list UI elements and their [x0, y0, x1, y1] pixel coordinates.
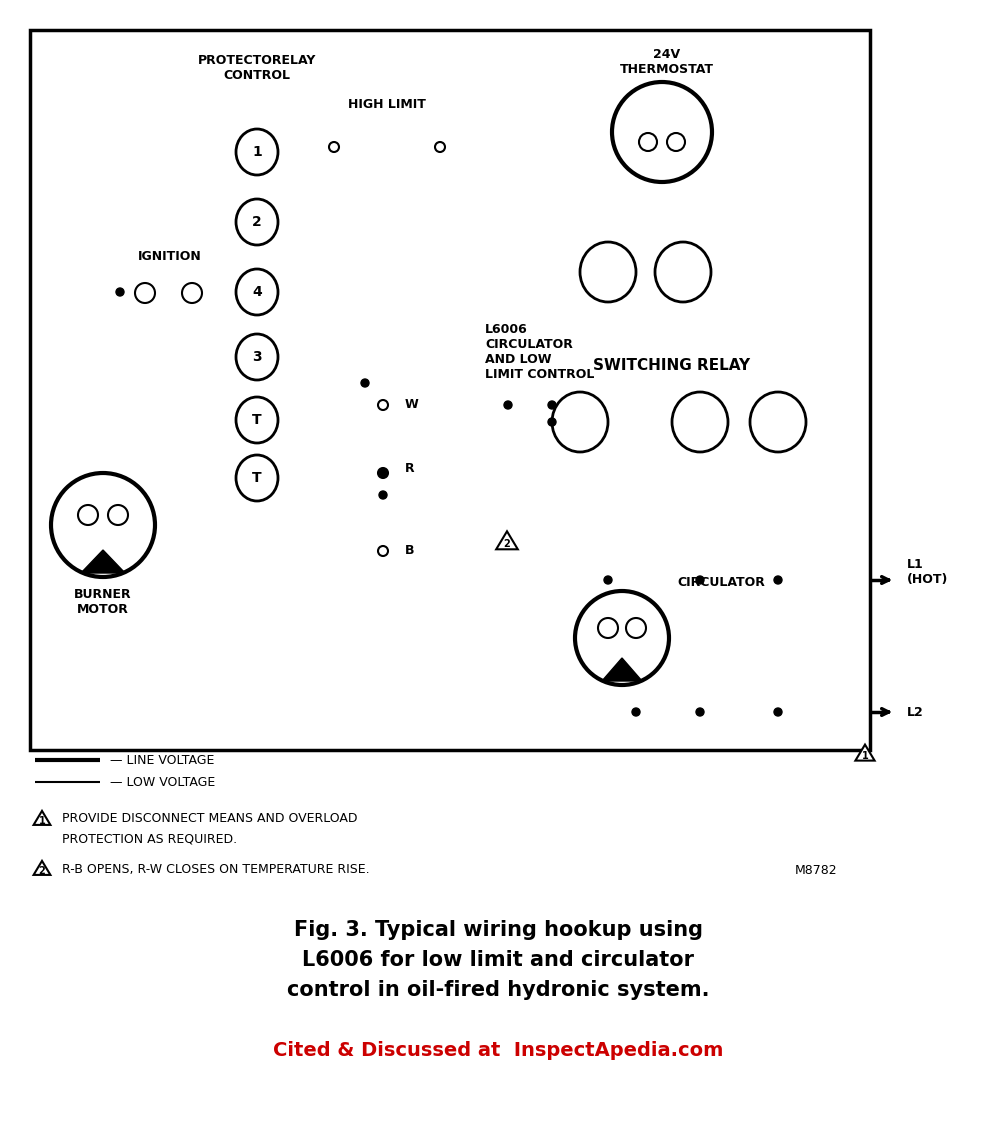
- Ellipse shape: [236, 455, 278, 501]
- Circle shape: [575, 591, 669, 685]
- Text: — LOW VOLTAGE: — LOW VOLTAGE: [110, 776, 215, 788]
- Text: 3: 3: [252, 350, 262, 364]
- Polygon shape: [34, 861, 51, 874]
- Circle shape: [329, 142, 339, 152]
- Ellipse shape: [236, 199, 278, 245]
- Circle shape: [378, 545, 388, 556]
- Text: IGNITION: IGNITION: [138, 251, 202, 264]
- Text: L2: L2: [907, 706, 923, 719]
- Circle shape: [639, 133, 657, 151]
- Ellipse shape: [236, 269, 278, 315]
- Text: — LINE VOLTAGE: — LINE VOLTAGE: [110, 754, 214, 767]
- Bar: [508, 193, 836, 500]
- Text: R-B OPENS, R-W CLOSES ON TEMPERATURE RISE.: R-B OPENS, R-W CLOSES ON TEMPERATURE RIS…: [62, 863, 370, 877]
- Polygon shape: [34, 811, 51, 825]
- Text: 4: 4: [252, 285, 262, 299]
- Circle shape: [182, 283, 202, 303]
- Circle shape: [696, 708, 704, 716]
- Ellipse shape: [655, 242, 711, 303]
- Circle shape: [632, 708, 640, 716]
- Text: BURNER
MOTOR: BURNER MOTOR: [74, 588, 131, 617]
- Text: L6006 for low limit and circulator: L6006 for low limit and circulator: [302, 950, 694, 970]
- Circle shape: [361, 379, 369, 387]
- Text: 24V
THERMOSTAT: 24V THERMOSTAT: [620, 48, 714, 76]
- Ellipse shape: [580, 242, 636, 303]
- Polygon shape: [496, 532, 518, 549]
- Text: 2: 2: [504, 539, 510, 549]
- Circle shape: [774, 576, 782, 584]
- Text: 2: 2: [252, 215, 262, 229]
- Circle shape: [696, 576, 704, 584]
- Ellipse shape: [236, 129, 278, 175]
- Bar: [228, 100, 286, 565]
- Text: HIGH LIMIT: HIGH LIMIT: [348, 97, 426, 110]
- Bar: [30, 30, 870, 749]
- Bar: [318, 118, 456, 176]
- Text: 1: 1: [39, 816, 46, 826]
- Circle shape: [612, 83, 712, 182]
- Circle shape: [626, 618, 646, 638]
- Circle shape: [51, 473, 155, 576]
- Text: W: W: [405, 399, 418, 411]
- Circle shape: [378, 400, 388, 410]
- Circle shape: [78, 505, 98, 525]
- Text: T: T: [252, 471, 262, 485]
- Text: PROTECTORELAY
CONTROL: PROTECTORELAY CONTROL: [198, 54, 316, 83]
- Circle shape: [435, 142, 445, 152]
- Circle shape: [379, 490, 387, 499]
- Ellipse shape: [236, 397, 278, 444]
- Bar: [120, 270, 220, 316]
- Text: 2: 2: [39, 865, 46, 876]
- Text: M8782: M8782: [795, 863, 838, 877]
- Circle shape: [548, 401, 556, 409]
- Text: R: R: [405, 462, 414, 474]
- Circle shape: [379, 469, 387, 477]
- Text: 1: 1: [862, 751, 869, 761]
- Ellipse shape: [750, 392, 806, 452]
- Text: B: B: [405, 544, 414, 557]
- Text: L6006
CIRCULATOR
AND LOW
LIMIT CONTROL: L6006 CIRCULATOR AND LOW LIMIT CONTROL: [485, 323, 595, 380]
- Ellipse shape: [236, 333, 278, 380]
- Text: PROTECTION AS REQUIRED.: PROTECTION AS REQUIRED.: [62, 832, 237, 845]
- Polygon shape: [602, 658, 642, 681]
- Circle shape: [604, 576, 612, 584]
- Circle shape: [774, 708, 782, 716]
- Text: Fig. 3. Typical wiring hookup using: Fig. 3. Typical wiring hookup using: [294, 920, 702, 940]
- Ellipse shape: [672, 392, 728, 452]
- Polygon shape: [81, 550, 125, 573]
- Text: SWITCHING RELAY: SWITCHING RELAY: [594, 359, 751, 374]
- Circle shape: [504, 401, 512, 409]
- Circle shape: [116, 288, 124, 296]
- Text: Cited & Discussed at  InspectApedia.com: Cited & Discussed at InspectApedia.com: [273, 1041, 723, 1060]
- Text: PROVIDE DISCONNECT MEANS AND OVERLOAD: PROVIDE DISCONNECT MEANS AND OVERLOAD: [62, 813, 358, 825]
- Text: CIRCULATOR: CIRCULATOR: [677, 576, 765, 589]
- Text: control in oil-fired hydronic system.: control in oil-fired hydronic system.: [287, 980, 709, 1000]
- Bar: [365, 383, 477, 573]
- Circle shape: [598, 618, 618, 638]
- Polygon shape: [856, 745, 874, 761]
- Circle shape: [667, 133, 685, 151]
- Ellipse shape: [552, 392, 608, 452]
- Circle shape: [135, 283, 155, 303]
- Circle shape: [108, 505, 128, 525]
- Circle shape: [378, 468, 388, 478]
- Text: L1
(HOT): L1 (HOT): [907, 558, 948, 586]
- Text: T: T: [252, 413, 262, 427]
- Text: 1: 1: [252, 146, 262, 159]
- Circle shape: [548, 418, 556, 426]
